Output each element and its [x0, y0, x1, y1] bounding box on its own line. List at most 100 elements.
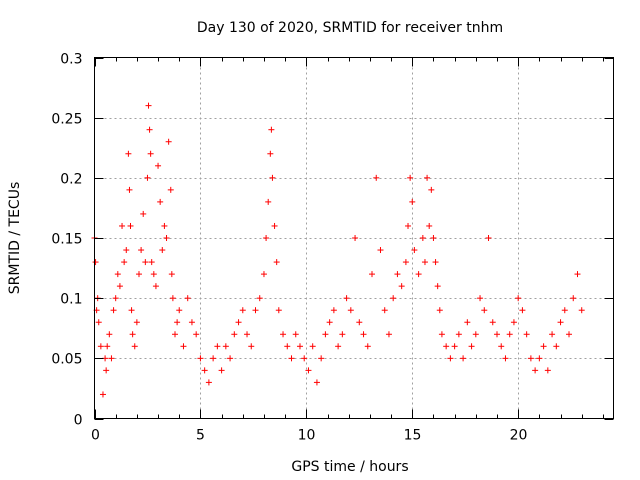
data-point	[167, 186, 174, 193]
data-point	[126, 186, 133, 193]
data-point	[142, 259, 149, 266]
data-point	[267, 150, 274, 157]
data-point	[390, 295, 397, 302]
data-point	[381, 307, 388, 314]
data-point	[426, 222, 433, 229]
data-point	[288, 355, 295, 362]
x-tick-label: 10	[298, 428, 316, 444]
data-point	[398, 283, 405, 290]
data-point	[201, 367, 208, 374]
data-point	[144, 174, 151, 181]
data-point	[104, 343, 111, 350]
data-point	[430, 235, 437, 241]
chart-title: Day 130 of 2020, SRMTID for receiver tnh…	[197, 20, 503, 36]
data-point	[419, 235, 426, 241]
data-point	[161, 222, 168, 229]
data-point	[540, 343, 547, 350]
data-point	[411, 247, 418, 254]
data-point	[180, 343, 187, 350]
data-point	[566, 331, 573, 338]
data-point	[515, 295, 522, 302]
data-point	[523, 331, 530, 338]
data-point	[271, 222, 278, 229]
data-point	[252, 307, 259, 314]
data-point	[171, 331, 178, 338]
data-point	[169, 295, 176, 302]
y-tick-label: 0.15	[51, 232, 82, 248]
data-point	[155, 162, 162, 169]
data-point	[364, 343, 371, 350]
data-point	[498, 343, 505, 350]
y-tick-label: 0.05	[51, 352, 82, 368]
data-point	[165, 138, 172, 145]
data-point	[335, 343, 342, 350]
data-point	[536, 355, 543, 362]
data-point	[489, 319, 496, 326]
data-point	[176, 307, 183, 314]
data-point	[150, 271, 157, 278]
ticks	[94, 57, 614, 420]
y-tick-label: 0.1	[60, 292, 82, 308]
x-tick-label: 15	[404, 428, 422, 444]
data-point	[99, 391, 106, 398]
data-point	[231, 331, 238, 338]
data-point	[309, 343, 316, 350]
data-point	[313, 379, 320, 386]
data-point	[97, 343, 104, 350]
x-tick-labels: 0 5 10 15 20	[91, 428, 527, 444]
data-point	[152, 283, 159, 290]
data-point	[157, 198, 164, 205]
data-point	[485, 235, 492, 241]
data-point	[326, 319, 333, 326]
data-point	[570, 295, 577, 302]
data-point	[438, 331, 445, 338]
data-point	[214, 343, 221, 350]
data-point	[434, 283, 441, 290]
data-point	[436, 307, 443, 314]
data-point	[184, 295, 191, 302]
data-point	[159, 247, 166, 254]
data-point	[356, 319, 363, 326]
data-point	[268, 126, 275, 133]
data-point	[352, 235, 359, 241]
data-point	[377, 247, 384, 254]
data-point	[472, 331, 479, 338]
data-point	[402, 259, 409, 266]
data-point	[432, 259, 439, 266]
data-point	[409, 198, 416, 205]
data-point	[140, 210, 147, 217]
data-point	[385, 331, 392, 338]
y-tick-label: 0.2	[60, 172, 82, 188]
data-point	[347, 307, 354, 314]
data-point	[451, 343, 458, 350]
data-point	[510, 319, 517, 326]
data-point	[407, 174, 414, 181]
data-point	[248, 343, 255, 350]
data-point	[188, 319, 195, 326]
data-point	[147, 150, 154, 157]
y-tick-labels: 0 0.05 0.1 0.15 0.2 0.25 0.3	[51, 52, 82, 429]
data-point	[145, 102, 152, 109]
data-point	[421, 259, 428, 266]
data-point	[108, 355, 115, 362]
data-point	[127, 222, 134, 229]
data-point	[205, 379, 212, 386]
data-point	[174, 319, 181, 326]
data-point	[322, 331, 329, 338]
data-point	[318, 355, 325, 362]
data-point	[146, 126, 153, 133]
data-point	[468, 343, 475, 350]
data-point	[557, 319, 564, 326]
data-point	[103, 367, 110, 374]
data-point	[305, 367, 312, 374]
data-point	[106, 331, 113, 338]
data-point	[369, 271, 376, 278]
data-point	[269, 174, 276, 181]
x-tick-label: 5	[196, 428, 205, 444]
data-point	[260, 271, 267, 278]
y-axis-label: SRMTID / TECUs	[7, 182, 23, 295]
data-point	[110, 307, 117, 314]
data-point	[455, 331, 462, 338]
